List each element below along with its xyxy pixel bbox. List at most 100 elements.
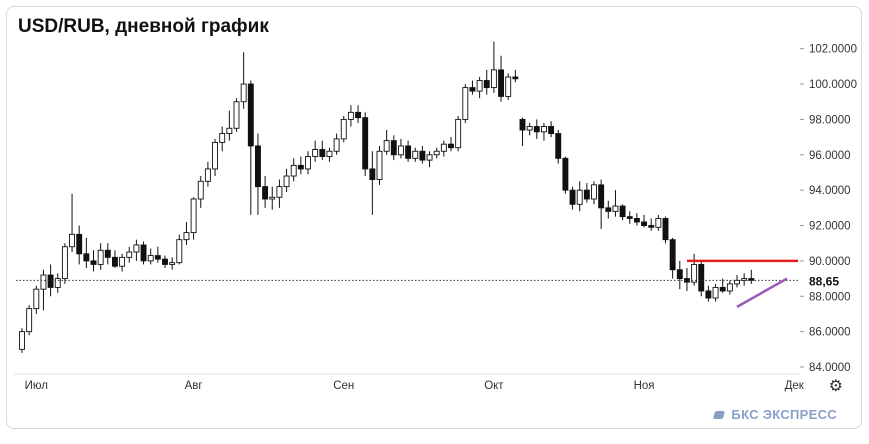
candle <box>483 69 490 95</box>
candle-body <box>162 258 168 265</box>
candle-body <box>133 244 140 253</box>
current-value-label: 88,65 <box>809 274 839 288</box>
candle <box>626 211 633 224</box>
candle-body <box>154 255 161 260</box>
candle <box>197 176 204 208</box>
candle <box>126 246 133 263</box>
candle <box>254 133 261 215</box>
candle-body <box>69 233 76 248</box>
candle <box>190 197 197 240</box>
candle <box>54 273 61 293</box>
candle <box>433 147 440 159</box>
y-tick-label: 102.0000 <box>809 44 857 56</box>
y-tick-label: 94.0000 <box>809 185 851 197</box>
candle <box>269 186 276 210</box>
candle <box>734 275 740 288</box>
candle-body <box>541 126 547 133</box>
candle-body <box>297 164 304 170</box>
candle-body <box>712 286 719 299</box>
x-tick-label: Июл <box>25 380 48 392</box>
candle-body <box>283 175 290 188</box>
candle <box>541 122 547 141</box>
candle <box>76 225 83 265</box>
brand-mark-icon <box>714 409 726 421</box>
x-axis: Июл Авг Сен Окт Ноя Дек <box>14 373 805 392</box>
candle-body <box>641 221 647 226</box>
candle <box>405 140 412 162</box>
candle-body <box>119 256 126 267</box>
candle <box>412 147 419 162</box>
x-tick-label: Дек <box>785 380 805 392</box>
y-tick-label: 84.0000 <box>809 362 851 374</box>
candle <box>383 130 390 155</box>
brand-text: БКС ЭКСПРЕСС <box>731 407 837 422</box>
candle <box>119 253 126 272</box>
candle-body <box>226 127 233 135</box>
chart-frame <box>6 6 862 429</box>
candle <box>247 80 254 215</box>
y-axis: 84.0000 86.0000 88.0000 90.0000 92.0000 94.00… <box>800 44 857 374</box>
candle <box>104 243 111 265</box>
candle-body <box>598 184 605 209</box>
candle-body <box>719 286 726 292</box>
candle <box>319 140 326 161</box>
candle <box>169 257 176 270</box>
candle-body <box>276 186 283 198</box>
candle-body <box>490 69 497 89</box>
candle-body <box>583 189 590 200</box>
candle-body <box>262 186 269 200</box>
candle-body <box>498 69 504 97</box>
candle <box>276 179 283 208</box>
candle <box>140 241 147 265</box>
y-tick-label: 86.0000 <box>809 327 851 339</box>
candle <box>705 285 712 302</box>
candle-body <box>705 290 712 299</box>
candle <box>111 250 118 268</box>
candle <box>362 112 369 177</box>
candle <box>684 267 690 291</box>
candle-body <box>383 140 390 152</box>
candle <box>741 273 748 286</box>
candle <box>219 126 226 152</box>
candle <box>312 140 319 162</box>
candle-body <box>204 168 211 182</box>
candle-body <box>369 168 376 180</box>
candle-body <box>169 262 176 265</box>
candle-body <box>426 154 433 161</box>
candle <box>426 151 433 168</box>
candle-body <box>519 118 526 131</box>
candle-body <box>126 251 133 258</box>
candle-body <box>419 150 426 161</box>
candle <box>748 269 755 284</box>
candle-body <box>505 76 512 97</box>
candle-body <box>612 205 619 212</box>
candle <box>648 218 655 231</box>
candle-body <box>469 87 476 92</box>
candle-body <box>76 233 83 255</box>
candle-body <box>376 150 383 180</box>
gear-icon[interactable]: ⚙ <box>828 378 843 395</box>
candle <box>691 253 698 286</box>
candle <box>519 117 526 146</box>
candle-body <box>734 279 740 285</box>
candle <box>97 243 104 270</box>
candle <box>240 52 247 109</box>
candle-body <box>176 239 183 264</box>
candle-body <box>40 274 47 290</box>
candle-body <box>533 126 540 133</box>
candle-body <box>726 283 733 292</box>
support-trendline <box>736 277 788 308</box>
candle <box>19 328 25 353</box>
candle <box>183 221 190 245</box>
candle <box>162 255 168 268</box>
candle-body <box>576 189 583 205</box>
candle <box>726 280 733 295</box>
candle-body <box>512 76 519 80</box>
candle-body <box>433 150 440 156</box>
candle <box>591 181 597 205</box>
candle <box>476 76 483 99</box>
candle-body <box>326 150 333 158</box>
candle-body <box>476 80 483 92</box>
candle <box>305 151 311 175</box>
